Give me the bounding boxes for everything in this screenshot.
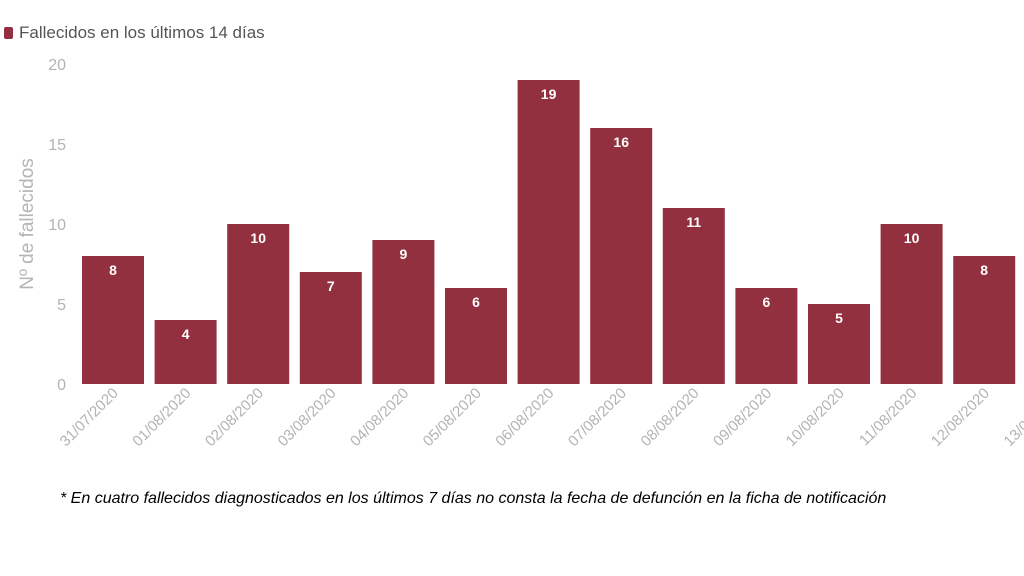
bar-value-label: 6 xyxy=(763,294,771,310)
bar-chart: Nº de fallecidos 0 5 10 15 20 8 4 10 7 9 6 19 16 11 6… xyxy=(17,57,1024,450)
x-tick-label: 09/08/2020 xyxy=(710,385,775,450)
x-tick-label: 07/08/2020 xyxy=(565,385,630,450)
bar xyxy=(227,224,290,384)
bar-value-label: 7 xyxy=(327,278,335,294)
bar-value-label: 10 xyxy=(904,230,920,246)
bar xyxy=(735,288,798,384)
bar-value-label: 6 xyxy=(472,294,480,310)
bar xyxy=(880,224,943,384)
bar xyxy=(82,256,144,384)
x-tick-label: 31/07/2020 xyxy=(57,385,122,450)
x-tick-label: 08/08/2020 xyxy=(638,385,703,450)
legend-label: Fallecidos en los últimos 14 días xyxy=(19,23,265,42)
x-tick-label: 03/08/2020 xyxy=(275,385,340,450)
y-tick-label: 0 xyxy=(57,377,66,394)
bar-value-label: 10 xyxy=(250,230,266,246)
bar-value-label: 4 xyxy=(182,326,190,342)
x-tick-label: 05/08/2020 xyxy=(420,385,485,450)
bar-value-label: 11 xyxy=(686,214,701,230)
y-tick-label: 20 xyxy=(48,57,66,74)
x-tick-label: 13/08/2020 xyxy=(1001,385,1024,450)
y-tick-label: 5 xyxy=(57,297,66,314)
x-tick-label: 01/08/2020 xyxy=(129,385,194,450)
bar-value-label: 5 xyxy=(835,310,843,326)
chart-legend: Fallecidos en los últimos 14 días xyxy=(4,23,265,43)
x-tick-label: 06/08/2020 xyxy=(492,385,557,450)
x-axis-ticks: 31/07/2020 01/08/2020 02/08/2020 03/08/2020… xyxy=(57,385,1024,450)
legend-swatch xyxy=(4,27,13,39)
bar xyxy=(590,128,653,384)
bar xyxy=(154,320,217,384)
bar-value-label: 8 xyxy=(980,262,988,278)
bar xyxy=(953,256,1016,384)
bar-value-label: 9 xyxy=(400,246,408,262)
bar xyxy=(808,304,870,384)
y-tick-label: 15 xyxy=(48,137,66,154)
footnote: * En cuatro fallecidos diagnosticados en… xyxy=(60,490,887,507)
bar-value-label: 19 xyxy=(541,86,557,102)
bar-value-label: 8 xyxy=(109,262,117,278)
x-tick-label: 04/08/2020 xyxy=(347,385,412,450)
bar xyxy=(662,208,725,384)
bar xyxy=(517,80,580,384)
bar-value-label: 16 xyxy=(613,134,629,150)
x-tick-label: 02/08/2020 xyxy=(202,385,267,450)
y-axis-ticks: 0 5 10 15 20 xyxy=(48,57,66,394)
bar xyxy=(445,288,507,384)
x-tick-label: 11/08/2020 xyxy=(856,385,920,449)
y-axis-label: Nº de fallecidos xyxy=(17,158,38,290)
bars-group: 8 4 10 7 9 6 19 16 11 6 5 10 8 xyxy=(82,80,1016,384)
bar xyxy=(299,272,362,384)
x-tick-label: 10/08/2020 xyxy=(783,385,848,450)
bar xyxy=(372,240,435,384)
y-tick-label: 10 xyxy=(48,217,66,234)
x-tick-label: 12/08/2020 xyxy=(928,385,993,450)
